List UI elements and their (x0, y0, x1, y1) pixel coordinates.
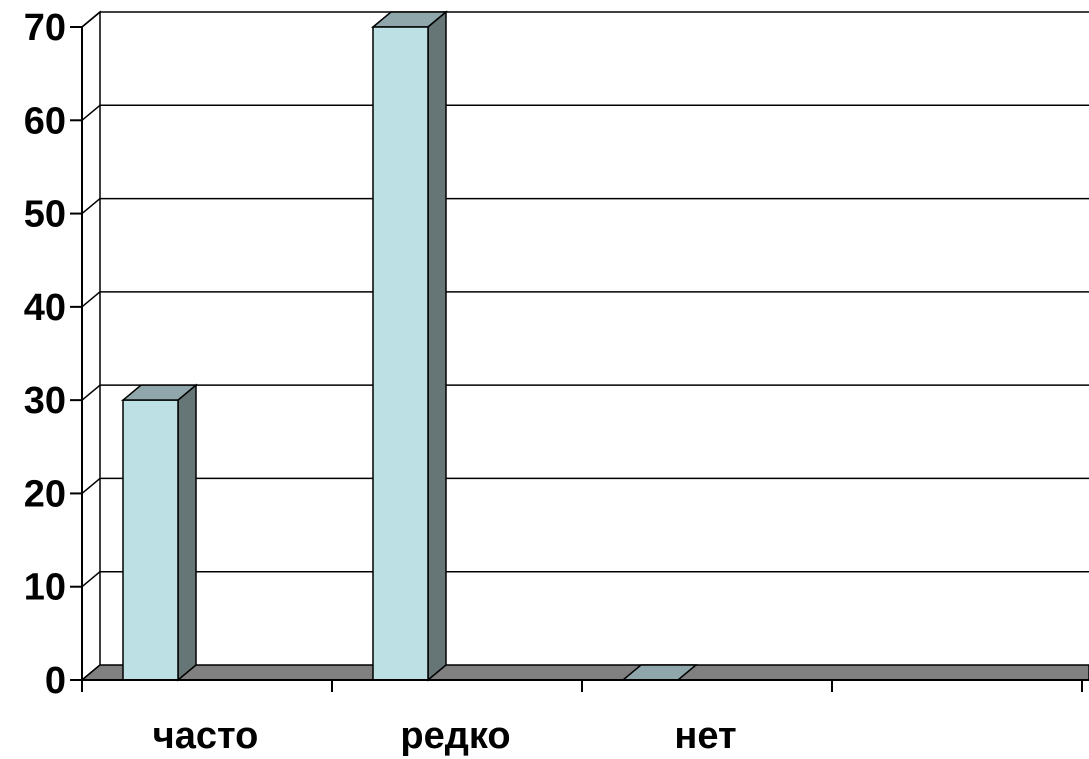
x-category-label: часто (153, 715, 259, 757)
y-tick-label: 10 (24, 567, 66, 609)
gridline-side (81, 477, 101, 495)
bar-front-face (372, 26, 429, 681)
x-category-label: нет (674, 715, 736, 757)
back-wall (100, 12, 1089, 665)
gridline-side (81, 571, 101, 588)
gridline-side (81, 104, 101, 121)
x-axis-category-labels: часто редко нет (153, 715, 737, 757)
floor (79, 664, 1089, 681)
bar-side-face (177, 383, 197, 682)
bar-side-face (427, 10, 447, 682)
y-axis-tick-labels: 0 10 20 30 40 50 60 70 (24, 7, 66, 702)
gridline-side (81, 384, 101, 401)
y-tick-label: 30 (24, 380, 66, 422)
chart-floor (79, 664, 1089, 681)
bars (120, 10, 699, 682)
y-tick-label: 40 (24, 287, 66, 329)
y-tick-label: 70 (24, 7, 66, 49)
gridline-side (81, 197, 101, 215)
y-tick-label: 20 (24, 473, 66, 515)
y-tick-label: 60 (24, 100, 66, 142)
axes (70, 26, 1089, 692)
chart-back-wall (81, 10, 1089, 682)
bar (120, 383, 199, 682)
gridlines (81, 11, 1089, 588)
gridline-side (81, 291, 101, 308)
gridline-side (81, 11, 101, 28)
y-tick-label: 0 (45, 660, 66, 702)
x-category-label: редко (400, 715, 510, 757)
bar-front-face (122, 399, 179, 681)
y-tick-label: 50 (24, 194, 66, 236)
bar (370, 10, 449, 682)
